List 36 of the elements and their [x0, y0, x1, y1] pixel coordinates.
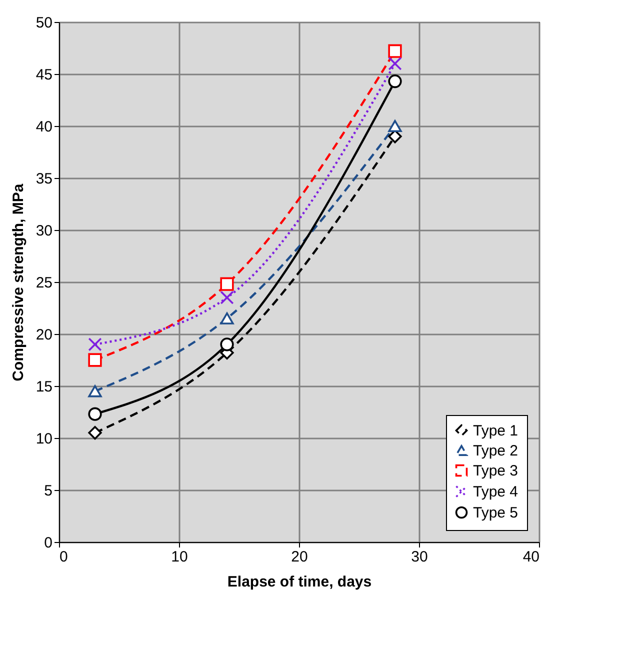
legend-label: Type 5 [473, 504, 518, 522]
legend-label: Type 2 [473, 442, 518, 460]
y-tick-label: 10 [36, 430, 52, 448]
y-tick-label: 45 [36, 66, 52, 84]
point [88, 426, 102, 440]
point [220, 338, 234, 352]
x-tick-label: 20 [291, 548, 308, 566]
legend-label: Type 1 [473, 422, 518, 440]
point [388, 44, 402, 58]
legend-label: Type 3 [473, 462, 518, 480]
point [388, 120, 402, 132]
y-tick-label: 40 [36, 118, 52, 136]
point [388, 74, 402, 88]
point [88, 407, 102, 421]
x-tick-label: 40 [522, 548, 540, 566]
y-tick-label: 25 [36, 274, 52, 292]
legend-label: Type 4 [473, 484, 518, 500]
y-axis-title: Compressive strength, MPa [10, 183, 27, 382]
point [88, 385, 102, 398]
y-tick-label: 50 [36, 14, 52, 32]
y-tick-label: 35 [36, 170, 52, 188]
x-tick-label: 30 [411, 548, 428, 566]
x-tick-label: 10 [171, 548, 188, 566]
y-tick-label: 20 [36, 326, 52, 344]
y-tick-label: 15 [36, 378, 52, 396]
point [220, 277, 234, 291]
point [88, 353, 102, 367]
point [388, 56, 402, 70]
y-tick-label: 5 [44, 482, 52, 500]
point [220, 290, 234, 304]
point [88, 338, 102, 352]
y-tick-label: 30 [36, 222, 52, 240]
y-tick-label: 0 [44, 534, 52, 552]
x-axis-title: Elapse of time, days [227, 574, 372, 590]
x-tick-label: 0 [60, 548, 68, 566]
point [220, 312, 234, 324]
